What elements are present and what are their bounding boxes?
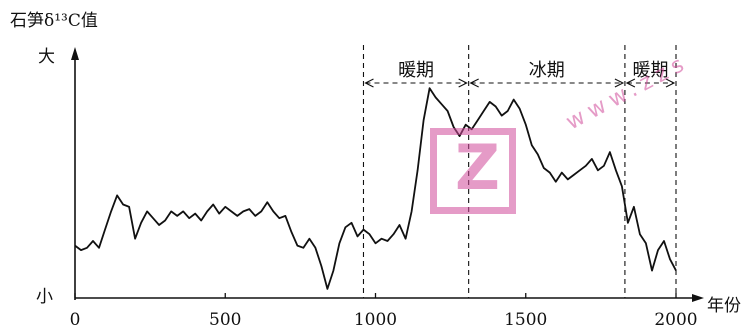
x-tick-label: 0 bbox=[70, 310, 81, 330]
x-tick-label: 1500 bbox=[504, 310, 547, 330]
period-arrow-right bbox=[458, 78, 468, 88]
period-bands: 暖期 冰期 暖期 bbox=[362, 45, 677, 298]
x-axis-label: 年份 bbox=[707, 296, 741, 316]
period-arrow-right bbox=[614, 78, 625, 88]
period-label: 暖期 bbox=[398, 60, 434, 81]
y-axis-label: 石笋δ¹³C值 bbox=[10, 11, 98, 31]
y-low-label: 小 bbox=[36, 287, 53, 307]
y-axis-arrow bbox=[71, 47, 79, 60]
x-tick-label: 1000 bbox=[354, 310, 397, 330]
x-axis-arrow bbox=[692, 294, 704, 302]
series-group bbox=[74, 87, 677, 290]
period-arrow-left bbox=[625, 78, 636, 88]
x-ticks: 0 500 1000 1500 2000 bbox=[70, 293, 698, 330]
period-arrow-left bbox=[469, 78, 479, 88]
y-high-label: 大 bbox=[38, 47, 55, 67]
x-tick-label: 500 bbox=[209, 310, 241, 330]
period-label: 暖期 bbox=[632, 60, 668, 81]
x-tick-label: 2000 bbox=[654, 310, 697, 330]
period-arrow-right bbox=[665, 78, 676, 88]
period-label: 冰期 bbox=[529, 60, 565, 81]
series-line bbox=[74, 87, 677, 290]
axes bbox=[71, 47, 704, 302]
period-arrow-left bbox=[364, 78, 374, 88]
